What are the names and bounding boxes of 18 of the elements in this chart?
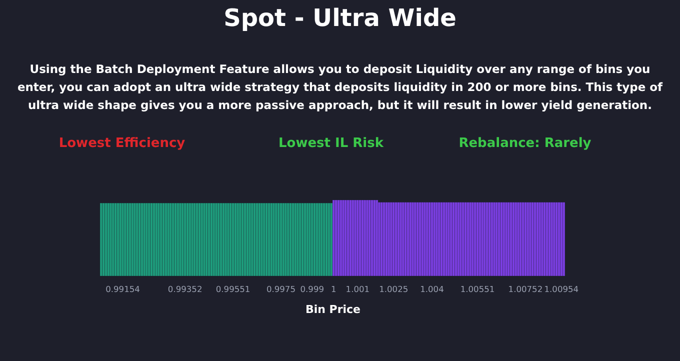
x-tick-label: 1.0025 [379, 284, 408, 294]
x-axis-title: Bin Price [305, 303, 361, 316]
x-tick-label: 1.004 [420, 284, 444, 294]
x-tick-label: 1.001 [346, 284, 370, 294]
text: Rebalance: Rarely [458, 136, 592, 151]
x-tick-label: 1 [331, 284, 336, 294]
chart-subtitle: Using the Batch Deployment Feature allows you to deposit Liquidity over any range of bins you enter, you can adopt an ultra wide strategy that deposits liquidity in 200 or more bins. This type of ultra wide shape gives you a more passive approach, but it will result in lower yield generation. [17, 62, 664, 112]
text: Lowest Efficiency [58, 136, 186, 151]
x-tick-label: 1.00954 [544, 284, 579, 294]
text: Lowest IL Risk [278, 136, 384, 151]
x-tick-label: 0.999 [300, 284, 324, 294]
x-tick-label: 0.99154 [106, 284, 140, 294]
x-tick-label: 1.00551 [460, 284, 495, 294]
x-tick-label: 1.00752 [508, 284, 543, 294]
x-tick-label: 0.99551 [216, 284, 250, 294]
x-tick-label: 0.9975 [266, 284, 296, 294]
x-tick-label: 0.99352 [168, 284, 202, 294]
chart-title: Spot - Ultra Wide [224, 4, 456, 32]
